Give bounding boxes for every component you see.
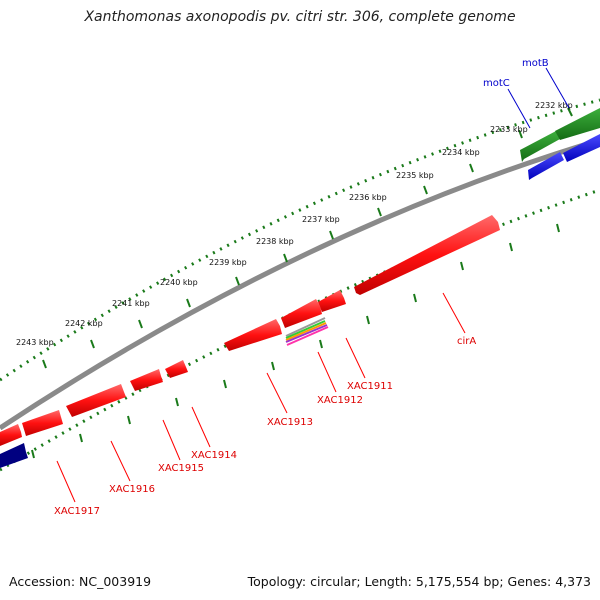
gene-label-XAC1912: XAC1912 xyxy=(317,395,363,406)
kbp-label: 2234 kbp xyxy=(442,148,480,157)
label-leader-lines xyxy=(56,67,570,503)
kbp-label: 2236 kbp xyxy=(349,193,387,202)
kbp-label: 2240 kbp xyxy=(160,278,198,287)
gene-label-XAC1916: XAC1916 xyxy=(109,484,155,495)
kbp-labels: 2232 kbp 2233 kbp 2234 kbp 2235 kbp 2236… xyxy=(16,101,573,347)
kbp-label: 2237 kbp xyxy=(302,215,340,224)
kbp-label: 2241 kbp xyxy=(112,299,150,308)
inner-tick-track xyxy=(0,188,600,472)
XAC1914-gene[interactable] xyxy=(165,360,188,378)
multicolor-feature xyxy=(285,317,329,346)
outer-major-ticks xyxy=(42,107,573,369)
gene-label-motB: motB xyxy=(522,58,549,69)
XAC1913-gene[interactable] xyxy=(224,319,282,351)
blue-gene-1 xyxy=(528,152,564,180)
outer-tick-track xyxy=(0,98,600,382)
motC-gene xyxy=(520,131,560,162)
accession-text: Accession: NC_003919 xyxy=(9,574,152,589)
XAC1912-gene[interactable] xyxy=(281,299,322,328)
motB-gene xyxy=(555,108,600,140)
kbp-label: 2242 kbp xyxy=(65,319,103,328)
gene-label-XAC1911: XAC1911 xyxy=(347,381,393,392)
dark-blue-gene xyxy=(0,443,28,468)
genome-summary-text: Topology: circular; Length: 5,175,554 bp… xyxy=(247,574,591,589)
inner-major-ticks xyxy=(31,223,560,459)
blue-gene-2 xyxy=(563,134,600,162)
XAC1916-gene[interactable] xyxy=(66,384,126,417)
gene-label-XAC1917: XAC1917 xyxy=(54,506,100,517)
gene-label-XAC1914: XAC1914 xyxy=(191,450,237,461)
gene-label-XAC1915: XAC1915 xyxy=(158,463,204,474)
gene-label-XAC1913: XAC1913 xyxy=(267,417,313,428)
kbp-label: 2235 kbp xyxy=(396,171,434,180)
XAC1911-gene[interactable] xyxy=(318,290,346,312)
gene-label-cirA: cirA xyxy=(457,336,476,347)
kbp-label: 2238 kbp xyxy=(256,237,294,246)
kbp-label: 2243 kbp xyxy=(16,338,54,347)
map-title: Xanthomonas axonopodis pv. citri str. 30… xyxy=(84,9,516,25)
kbp-label: 2233 kbp xyxy=(490,125,528,134)
red-gene-edge xyxy=(0,424,22,446)
cirA-gene[interactable] xyxy=(354,215,500,295)
XAC1917-gene[interactable] xyxy=(22,410,63,436)
gene-label-motC: motC xyxy=(483,78,510,89)
kbp-label: 2239 kbp xyxy=(209,258,247,267)
XAC1915-gene[interactable] xyxy=(130,369,163,391)
kbp-label: 2232 kbp xyxy=(535,101,573,110)
genome-backbone xyxy=(0,137,600,431)
gene-labels: cirA XAC1911 XAC1912 XAC1913 XAC1914 XAC… xyxy=(54,58,549,517)
